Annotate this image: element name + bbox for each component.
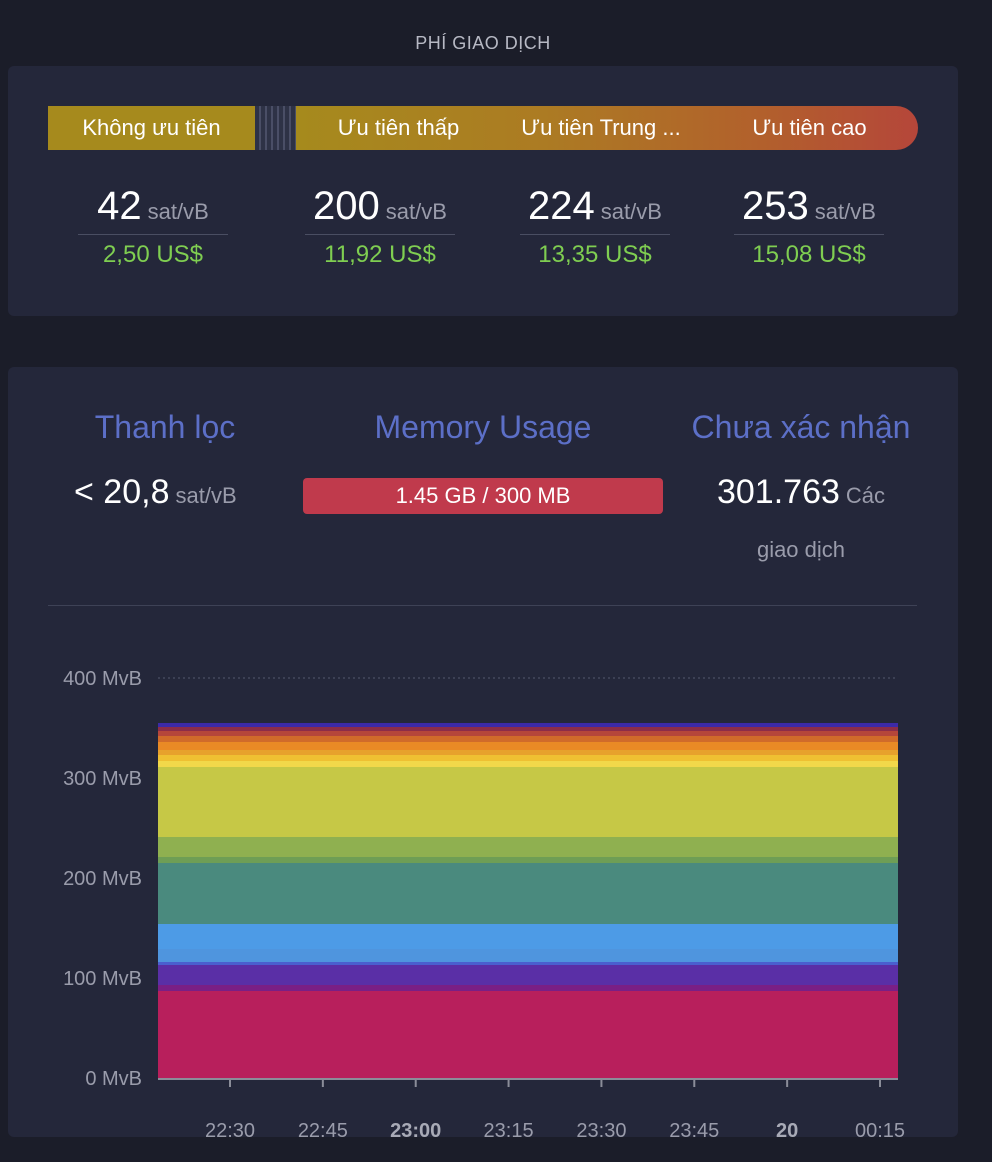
mempool-area-layers [158,723,898,1078]
fee-rate: 42 sat/vB [78,184,228,235]
fee-rate: 253 sat/vB [734,184,884,235]
area-layer-0 [158,991,898,1078]
fee-usd: 13,35 US$ [538,241,652,268]
fee-usd: 2,50 US$ [102,241,204,268]
mempool-card: Thanh lọc Memory Usage Chưa xác nhận < 2… [8,367,958,1137]
memory-usage-title: Memory Usage [374,409,592,445]
x-axis: 22:30 22:45 23:00 23:15 23:30 23:45 20 00:15 [158,1078,905,1137]
area-layer-8 [158,837,898,857]
fee-column-low: 200 sat/vB 11,92 US$ [305,184,455,269]
fee-column-high: 253 sat/vB 15,08 US$ [734,184,884,269]
y-tick-label: 100 MvB [63,968,142,990]
area-layer-13 [158,742,898,750]
x-tick-label: 22:45 [298,1120,348,1137]
x-tick-label: 23:00 [390,1120,441,1137]
memory-usage-bar: 1.45 GB / 300 MB [303,478,663,514]
area-layer-12 [158,750,898,755]
y-tick-label: 300 MvB [63,768,142,790]
fee-column-none: 42 sat/vB 2,50 US$ [78,184,228,269]
fee-priority-bar: Không ưu tiên Ưu tiên thấp Ưu tiên Trung… [48,106,918,150]
area-layer-3 [158,962,898,965]
unconfirmed-title: Chưa xác nhận [691,409,911,445]
y-tick-label: 0 MvB [85,1068,142,1090]
y-tick-label: 200 MvB [63,868,142,890]
priority-high-label: Ưu tiên cao [752,115,867,140]
fee-rate: 224 sat/vB [520,184,670,235]
area-layer-9 [158,767,898,837]
priority-gap-pattern [255,106,296,150]
x-tick-label: 23:30 [576,1120,626,1137]
area-layer-2 [158,965,898,985]
x-tick-label: 23:15 [484,1120,534,1137]
priority-none-label: Không ưu tiên [48,106,255,150]
y-axis: 0 MvB 100 MvB 200 MvB 300 MvB 400 MvB [63,668,898,1090]
area-layer-7 [158,857,898,863]
area-layer-17 [158,723,898,727]
purge-title: Thanh lọc [94,409,236,445]
area-layer-10 [158,761,898,767]
area-layer-5 [158,924,898,949]
area-layer-4 [158,949,898,962]
priority-gradient-segment: Ưu tiên thấp Ưu tiên Trung ... Ưu tiên c… [296,106,918,150]
area-layer-11 [158,755,898,761]
y-tick-label: 400 MvB [63,668,142,690]
x-tick-label: 00:15 [855,1120,905,1137]
area-layer-16 [158,727,898,731]
fee-column-medium: 224 sat/vB 13,35 US$ [520,184,670,269]
priority-medium-label: Ưu tiên Trung ... [521,115,681,140]
x-tick-label: 23:45 [669,1120,719,1137]
fee-usd: 11,92 US$ [324,241,436,268]
unconfirmed-value: 301.763 Các [716,473,886,511]
fees-section-title: PHÍ GIAO DỊCH [415,33,551,53]
stats-divider [48,605,917,606]
area-layer-14 [158,736,898,742]
priority-low-label: Ưu tiên thấp [337,115,460,140]
area-layer-6 [158,863,898,924]
fee-rate: 200 sat/vB [305,184,455,235]
fee-usd: 15,08 US$ [752,241,866,268]
x-tick-label: 22:30 [205,1120,255,1137]
x-tick-label: 20 [776,1120,798,1137]
area-layer-15 [158,731,898,736]
area-layer-1 [158,985,898,991]
fee-estimate-card: Không ưu tiên Ưu tiên thấp Ưu tiên Trung… [8,66,958,316]
unconfirmed-unit: giao dịch [756,537,846,562]
purge-value: < 20,8 sat/vB [74,473,237,511]
